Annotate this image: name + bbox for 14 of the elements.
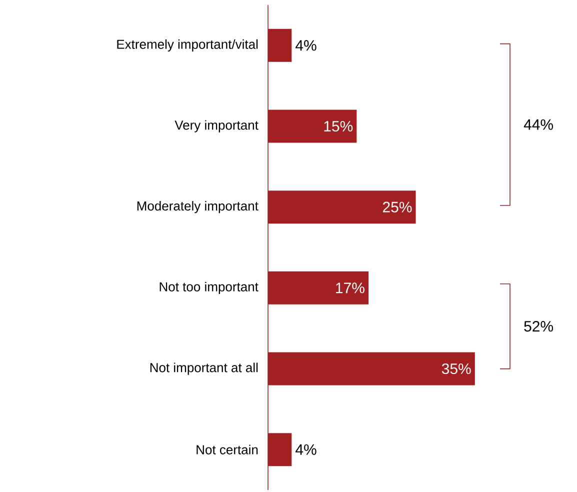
y-tick-label: Extremely important/vital <box>117 39 258 52</box>
text: 44% <box>524 119 554 130</box>
data-label: 25% <box>382 202 412 212</box>
y-tick-label: Not important at all <box>150 362 258 375</box>
data-label: 15% <box>324 120 353 132</box>
y-tick-label: Very important <box>174 120 258 132</box>
data-label: 4% <box>296 444 316 455</box>
data-label: 17% <box>336 282 364 294</box>
data-label: 35% <box>442 363 471 374</box>
text: 52% <box>524 320 554 332</box>
y-tick-label: Moderately important <box>137 201 258 214</box>
data-label: 4% <box>296 40 316 51</box>
y-tick-label: Not too important <box>160 282 258 294</box>
y-tick-label: Not certain <box>196 444 258 454</box>
